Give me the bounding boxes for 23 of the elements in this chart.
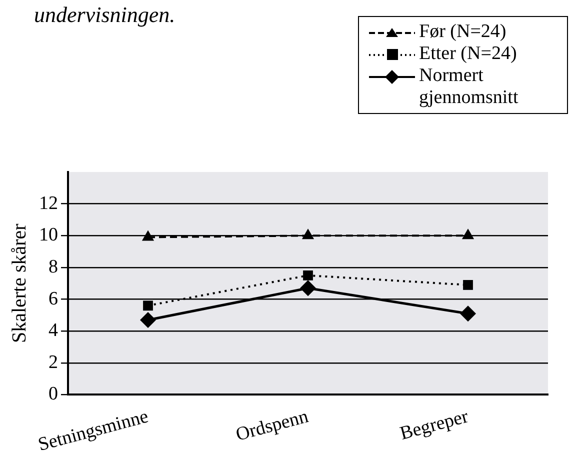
y-tick-label: 12 [39,192,58,214]
point [302,228,314,240]
y-tick-label: 8 [48,256,58,278]
y-tick-label: 4 [48,320,58,342]
y-tick-label: 0 [48,384,58,405]
x-tick-label: Begreper [398,406,472,444]
point [303,270,313,280]
y-tick-label: 6 [48,288,58,310]
point [300,280,316,296]
point [140,312,156,328]
y-tick-label: 2 [48,352,58,373]
legend-label: Etter (N=24) [419,43,518,65]
point [462,228,474,240]
legend-label: Normert gjennomsnitt [419,65,520,109]
point [143,300,153,311]
point [142,230,154,241]
point [463,280,473,290]
y-tick-label: 10 [39,224,58,246]
x-tick-label: Ordspenn [234,406,312,446]
point [460,306,476,322]
text: undervisningen. [34,2,176,28]
y-axis-title: Skalerte skårer [8,223,30,344]
legend-label: Før (N=24) [419,21,508,43]
